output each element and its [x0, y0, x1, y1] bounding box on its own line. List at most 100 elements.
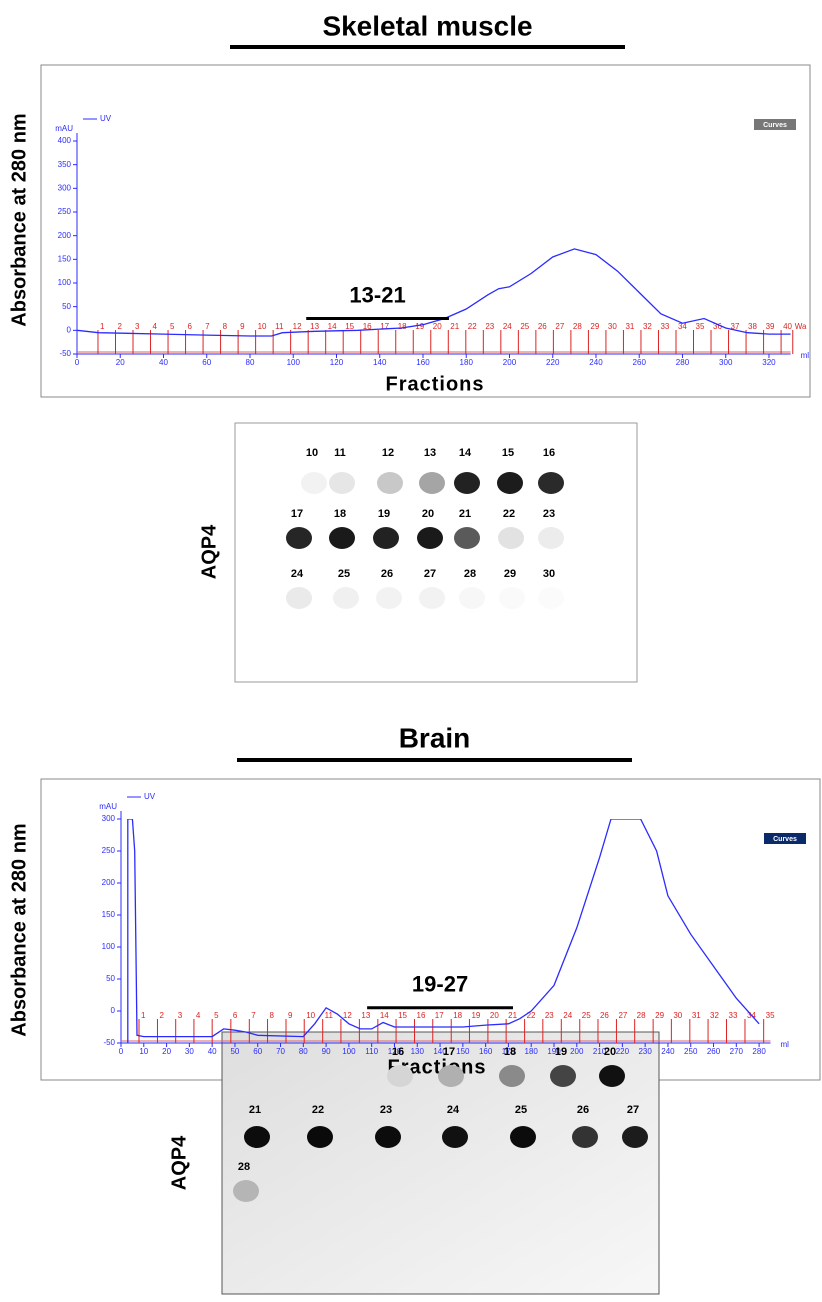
dot-label: 13	[424, 447, 436, 459]
blot-dot	[375, 1126, 401, 1148]
y-tick-label: 250	[102, 846, 116, 855]
dot-label: 17	[443, 1046, 455, 1058]
x-tick-label: 30	[185, 1047, 194, 1056]
legend-label: UV	[144, 792, 156, 801]
y-tick-label: -50	[59, 349, 71, 358]
fraction-label: 1	[100, 322, 105, 331]
fraction-label: 30	[608, 322, 617, 331]
fraction-label: 15	[345, 322, 354, 331]
x-tick-label: 130	[411, 1047, 425, 1056]
fraction-label: 10	[258, 322, 267, 331]
fraction-label: 35	[766, 1011, 775, 1020]
fraction-label: 24	[503, 322, 512, 331]
y-tick-label: 100	[58, 278, 72, 287]
fraction-label: 19	[471, 1011, 480, 1020]
dot-label: 20	[422, 508, 434, 520]
fraction-label: Wa	[795, 322, 807, 331]
fraction-label: 32	[710, 1011, 719, 1020]
fraction-label: 4	[153, 322, 158, 331]
dot-label: 30	[543, 568, 555, 580]
dot-label: 15	[502, 447, 514, 459]
dot-label: 24	[291, 568, 304, 580]
x-tick-label: 60	[253, 1047, 262, 1056]
y-tick-label: 50	[106, 974, 115, 983]
x-tick-label: 140	[373, 358, 387, 367]
x-tick-label: 240	[589, 358, 603, 367]
dot-label: 18	[334, 508, 346, 520]
x-tick-label: 320	[762, 358, 776, 367]
x-tick-label: 70	[276, 1047, 285, 1056]
chart-title: Skeletal muscle	[322, 10, 532, 41]
fraction-label: 12	[343, 1011, 352, 1020]
y-tick-label: 0	[111, 1006, 116, 1015]
x-tick-label: 60	[202, 358, 211, 367]
blot-dot	[442, 1126, 468, 1148]
y-tick-label: 200	[102, 878, 116, 887]
fraction-label: 18	[453, 1011, 462, 1020]
blot-dot	[498, 527, 524, 549]
fraction-label: 26	[600, 1011, 609, 1020]
dot-label: 18	[504, 1046, 516, 1058]
fraction-label: 7	[205, 322, 210, 331]
x-tick-label: 0	[75, 358, 80, 367]
dot-label: 27	[424, 568, 436, 580]
fraction-label: 14	[328, 322, 337, 331]
fraction-label: 2	[117, 322, 122, 331]
fraction-label: 35	[696, 322, 705, 331]
blot-dot	[417, 527, 443, 549]
fraction-label: 21	[450, 322, 459, 331]
dot-label: 12	[382, 447, 394, 459]
dot-label: 14	[459, 447, 472, 459]
fraction-label: 21	[508, 1011, 517, 1020]
x-tick-label: 100	[287, 358, 301, 367]
fraction-label: 28	[573, 322, 582, 331]
fraction-label: 20	[433, 322, 442, 331]
blot-dot	[329, 527, 355, 549]
dot-label: 26	[577, 1104, 589, 1116]
y-axis-label: Absorbance at 280 nm	[8, 823, 30, 1036]
curves-button-label: Curves	[773, 836, 797, 843]
y-tick-label: 250	[58, 207, 72, 216]
blot-dot	[373, 527, 399, 549]
fraction-label: 11	[325, 1011, 334, 1020]
fraction-label: 32	[643, 322, 652, 331]
blot-dot	[454, 527, 480, 549]
x-tick-label: 80	[246, 358, 255, 367]
fraction-label: 5	[170, 322, 175, 331]
dot-label: 17	[291, 508, 303, 520]
fraction-label: 25	[582, 1011, 591, 1020]
fraction-label: 14	[380, 1011, 389, 1020]
dot-label: 16	[543, 447, 555, 459]
x-tick-label: 50	[230, 1047, 239, 1056]
x-tick-label: 160	[416, 358, 430, 367]
blot-dot	[622, 1126, 648, 1148]
blot-dot	[454, 472, 480, 494]
blot-dot	[387, 1065, 413, 1087]
fraction-label: 38	[748, 322, 757, 331]
fraction-label: 26	[538, 322, 547, 331]
fraction-label: 23	[545, 1011, 554, 1020]
dot-label: 19	[555, 1046, 567, 1058]
blot-dot	[307, 1126, 333, 1148]
x-tick-label: 10	[139, 1047, 148, 1056]
x-tick-label: 200	[570, 1047, 584, 1056]
fraction-label: 24	[563, 1011, 572, 1020]
blot-dot	[376, 587, 402, 609]
dot-label: 29	[504, 568, 516, 580]
blot-dot	[377, 472, 403, 494]
x-tick-label: 250	[684, 1047, 698, 1056]
fraction-label: 20	[490, 1011, 499, 1020]
fraction-label: 25	[520, 322, 529, 331]
x-tick-label: 0	[119, 1047, 124, 1056]
y-tick-label: 0	[67, 325, 72, 334]
fraction-label: 27	[555, 322, 564, 331]
y-tick-label: 350	[58, 160, 72, 169]
blot-dot	[499, 587, 525, 609]
x-tick-label: 200	[503, 358, 517, 367]
dot-label: 24	[447, 1104, 460, 1116]
fraction-label: 11	[275, 322, 284, 331]
dot-label: 27	[627, 1104, 639, 1116]
x-unit: ml	[801, 351, 810, 360]
dot-label: 22	[312, 1104, 324, 1116]
x-tick-label: 20	[116, 358, 125, 367]
